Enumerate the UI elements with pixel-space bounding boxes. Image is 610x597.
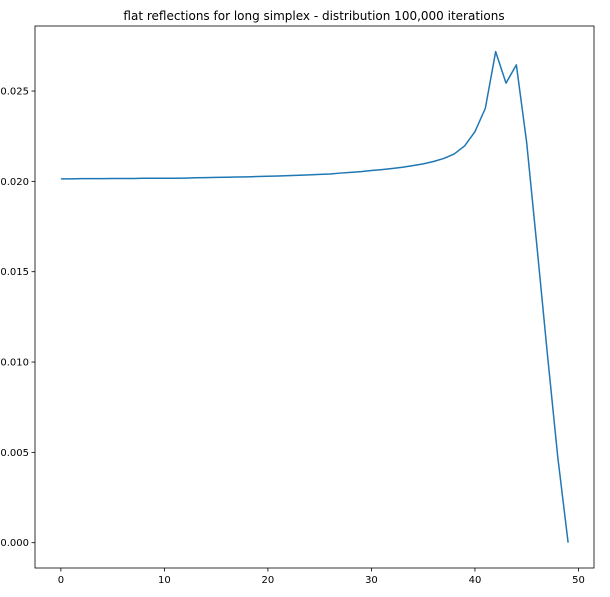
x-tick-label: 30 <box>365 575 378 586</box>
chart-title: flat reflections for long simplex - dist… <box>123 9 504 23</box>
y-tick-label: 0.020 <box>0 177 29 188</box>
x-tick-label: 10 <box>158 575 171 586</box>
y-tick-label: 0.015 <box>0 267 29 278</box>
y-axis: 0.000 0.005 0.010 0.015 0.020 0.025 <box>0 87 35 549</box>
x-tick-label: 0 <box>58 575 64 586</box>
plot-frame <box>34 25 595 569</box>
y-tick-label: 0.000 <box>0 538 29 549</box>
x-axis: 0 10 20 30 40 50 <box>58 568 585 586</box>
y-tick-label: 0.010 <box>0 358 29 369</box>
x-tick-label: 40 <box>469 575 482 586</box>
series-line <box>60 50 569 543</box>
series-layer <box>60 50 569 543</box>
y-tick-label: 0.025 <box>0 87 29 98</box>
x-tick-label: 20 <box>262 575 275 586</box>
x-tick-label: 50 <box>572 575 585 586</box>
y-tick-label: 0.005 <box>0 448 29 459</box>
